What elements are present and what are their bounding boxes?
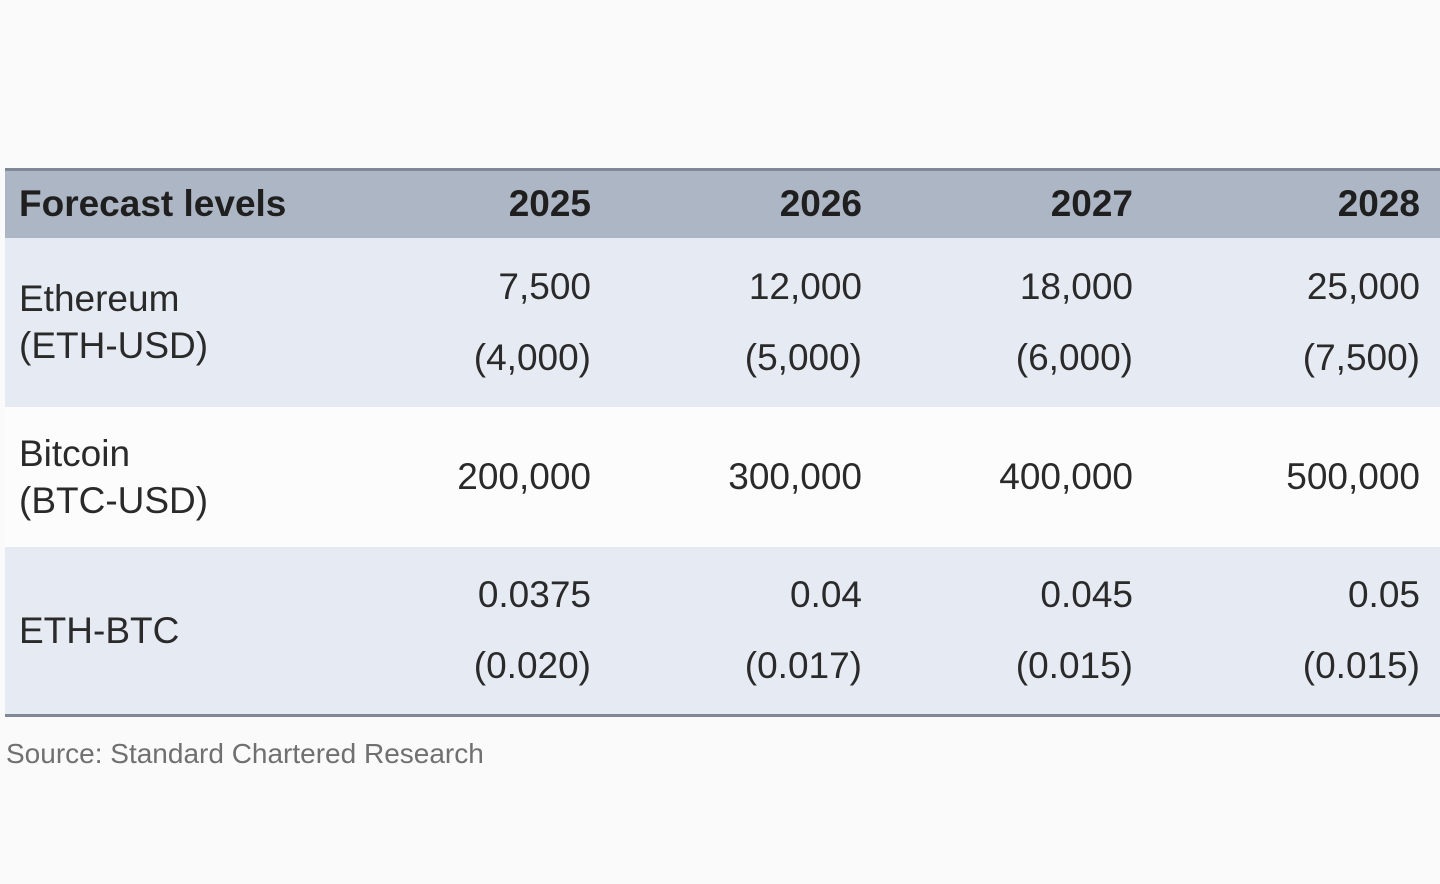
header-year-2026: 2026 bbox=[611, 168, 882, 238]
cell-ethbtc-2027: 0.045 (0.015) bbox=[882, 546, 1153, 717]
header-row: Forecast levels 2025 2026 2027 2028 bbox=[5, 168, 1440, 238]
cell-btc-2026: 300,000 bbox=[611, 407, 882, 547]
bear-value: (5,000) bbox=[744, 336, 862, 378]
cell-btc-2027: 400,000 bbox=[882, 407, 1153, 547]
base-value: 0.045 bbox=[1040, 573, 1133, 615]
bear-value: (0.017) bbox=[744, 644, 862, 686]
header-year-2025: 2025 bbox=[340, 168, 611, 238]
row-label-line: Ethereum bbox=[19, 278, 180, 319]
bear-value: (7,500) bbox=[1302, 336, 1420, 378]
row-label-line: (ETH-USD) bbox=[19, 325, 209, 366]
header-forecast-levels: Forecast levels bbox=[5, 168, 340, 238]
source-note: Source: Standard Chartered Research bbox=[6, 738, 484, 769]
bear-value: (4,000) bbox=[473, 336, 591, 378]
cell-ethbtc-2026: 0.04 (0.017) bbox=[611, 546, 882, 717]
cell-eth-2025: 7,500 (4,000) bbox=[340, 238, 611, 407]
cell-eth-2028: 25,000 (7,500) bbox=[1153, 238, 1440, 407]
row-label-line: ETH-BTC bbox=[19, 609, 180, 651]
base-value: 500,000 bbox=[1286, 455, 1420, 497]
base-value: 0.05 bbox=[1347, 573, 1420, 615]
row-label-eth-btc: ETH-BTC bbox=[5, 546, 340, 717]
base-value: 400,000 bbox=[999, 455, 1133, 497]
base-value: 300,000 bbox=[728, 455, 862, 497]
base-value: 0.0375 bbox=[477, 573, 591, 615]
base-value: 200,000 bbox=[457, 455, 591, 497]
row-eth-btc: ETH-BTC 0.0375 (0.020) 0.04 (0.017) 0.04… bbox=[5, 546, 1440, 717]
row-bitcoin: Bitcoin (BTC-USD) 200,000 300,000 400,00… bbox=[5, 406, 1440, 547]
row-label-line: Bitcoin bbox=[19, 432, 131, 474]
forecast-table: Forecast levels 2025 2026 2027 2028 Ethe… bbox=[5, 168, 1440, 717]
header-year-2027: 2027 bbox=[882, 168, 1153, 238]
base-value: 7,500 bbox=[498, 265, 591, 307]
header-year-2028: 2028 bbox=[1153, 168, 1440, 238]
base-value: 25,000 bbox=[1306, 265, 1420, 307]
row-label-bitcoin: Bitcoin (BTC-USD) bbox=[5, 407, 340, 547]
base-value: 12,000 bbox=[748, 265, 862, 307]
row-ethereum: Ethereum (ETH-USD) 7,500 (4,000) 12,000 … bbox=[5, 237, 1440, 407]
bear-value: (6,000) bbox=[1015, 336, 1133, 378]
bear-value: (0.015) bbox=[1015, 644, 1133, 686]
base-value: 0.04 bbox=[789, 573, 862, 615]
bear-value: (0.020) bbox=[473, 644, 591, 686]
cell-btc-2025: 200,000 bbox=[340, 407, 611, 547]
cell-ethbtc-2025: 0.0375 (0.020) bbox=[340, 546, 611, 717]
base-value: 18,000 bbox=[1019, 265, 1133, 307]
cell-ethbtc-2028: 0.05 (0.015) bbox=[1153, 546, 1440, 717]
cell-eth-2027: 18,000 (6,000) bbox=[882, 238, 1153, 407]
bear-value: (0.015) bbox=[1302, 644, 1420, 686]
cell-eth-2026: 12,000 (5,000) bbox=[611, 238, 882, 407]
cell-btc-2028: 500,000 bbox=[1153, 407, 1440, 547]
row-label-ethereum: Ethereum (ETH-USD) bbox=[5, 238, 340, 407]
row-label-line: (BTC-USD) bbox=[19, 479, 209, 521]
